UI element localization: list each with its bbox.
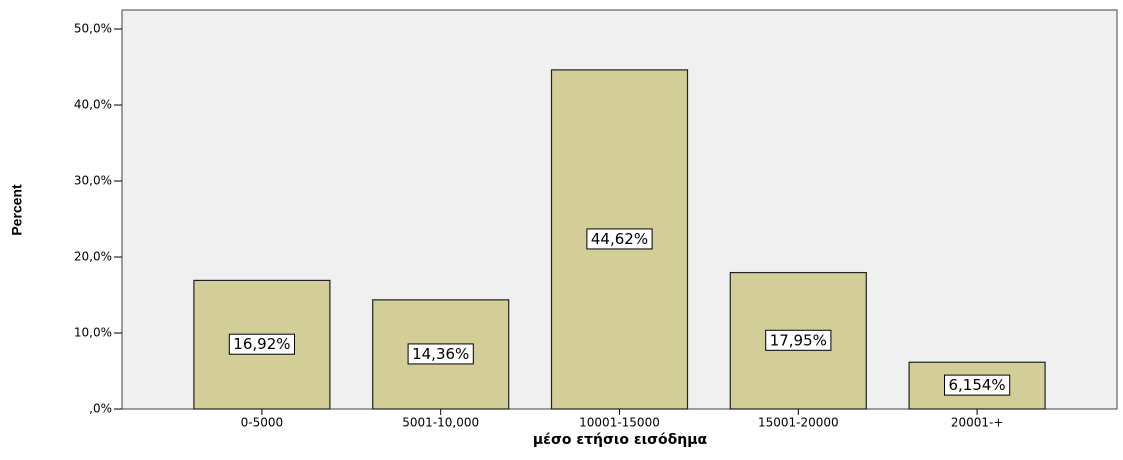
y-tick-label: 50,0% xyxy=(74,22,112,36)
x-tick-label: 20001-+ xyxy=(951,416,1004,430)
y-tick-label: ,0% xyxy=(89,402,112,416)
x-tick-label: 5001-10,000 xyxy=(402,416,479,430)
value-label: 14,36% xyxy=(412,345,469,363)
y-tick-label: 10,0% xyxy=(74,326,112,340)
x-axis-title: μέσο ετήσιο εισόδημα xyxy=(533,432,708,448)
value-label-box xyxy=(943,374,1011,396)
x-tick-label: 15001-20000 xyxy=(758,416,839,430)
y-tick-label: 30,0% xyxy=(74,174,112,188)
x-tick-label: 0-5000 xyxy=(241,416,284,430)
value-label-box xyxy=(586,228,653,250)
value-label: 44,62% xyxy=(591,230,648,248)
y-axis-title: Percent xyxy=(9,184,25,236)
x-tick-label: 10001-15000 xyxy=(579,416,660,430)
y-tick-label: 40,0% xyxy=(74,98,112,112)
value-label: 17,95% xyxy=(770,331,827,349)
value-label-box xyxy=(765,329,832,351)
value-label-box xyxy=(407,343,474,365)
y-tick-label: 20,0% xyxy=(74,250,112,264)
value-label: 16,92% xyxy=(233,335,290,353)
value-label: 6,154% xyxy=(948,376,1005,394)
value-label-box xyxy=(228,333,296,355)
